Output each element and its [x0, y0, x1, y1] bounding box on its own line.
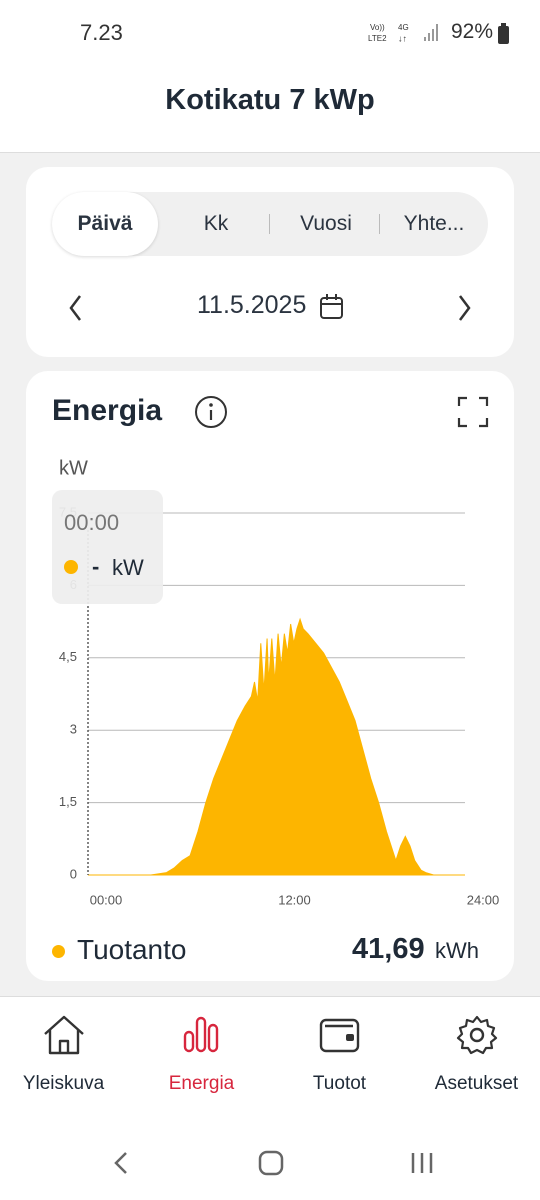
tab[interactable]: Yhte... [403, 212, 465, 235]
tab[interactable]: Päivä [77, 212, 133, 235]
tab-divider [269, 214, 270, 234]
fullscreen-icon[interactable] [457, 396, 489, 428]
svg-text:↓↑: ↓↑ [398, 33, 407, 43]
header-bg [0, 0, 540, 153]
battery-icon [498, 23, 509, 44]
nav-bar [0, 996, 540, 1200]
date-label[interactable]: 11.5.2025 [197, 291, 307, 319]
info-icon[interactable] [194, 395, 228, 429]
total-value: 41,69 [352, 933, 425, 965]
total-unit: kWh [435, 938, 479, 963]
svg-text:4G: 4G [398, 23, 409, 32]
y-axis-label: kW [59, 457, 88, 479]
page-title: Kotikatu 7 kWp [165, 84, 375, 116]
calendar-icon[interactable] [319, 293, 345, 321]
legend-label: Tuotanto [77, 934, 187, 965]
tab-bar: Päivä Kk Vuosi Yhte... [52, 192, 488, 256]
svg-text:LTE2: LTE2 [368, 34, 387, 43]
x-tick-label: 24:00 [467, 892, 500, 907]
prev-button[interactable] [66, 294, 86, 322]
nav-label[interactable]: Tuotot [312, 1073, 367, 1094]
y-tick-label: 3 [70, 722, 77, 737]
status-time: 7.23 [80, 20, 123, 45]
y-tick-label: 1,5 [59, 794, 77, 809]
y-tick-label: 0 [70, 866, 77, 881]
legend-dot [52, 945, 65, 958]
tab[interactable]: Kk [203, 212, 229, 235]
nav-icon-settings[interactable] [456, 1014, 498, 1056]
tooltip-value: - [92, 554, 100, 579]
next-button[interactable] [454, 294, 474, 322]
tab-active-bg [52, 192, 158, 256]
tooltip: 00:00 - kW [52, 490, 163, 604]
battery-level: 92% [451, 20, 494, 43]
nav-icon-wallet[interactable] [319, 1016, 361, 1054]
svg-text:Vo)): Vo)) [370, 23, 385, 32]
area [88, 617, 465, 876]
card-title: Energia [52, 394, 163, 427]
tab[interactable]: Vuosi [300, 212, 352, 235]
status-icons: Vo)) LTE2 4G↓↑ [368, 23, 438, 43]
tooltip-unit: kW [112, 555, 144, 580]
nav-label[interactable]: Yleiskuva [22, 1073, 105, 1094]
nav-label[interactable]: Energia [168, 1073, 235, 1094]
y-tick-label: 4,5 [59, 649, 77, 664]
x-tick-label: 12:00 [278, 892, 311, 907]
tab-divider [379, 214, 380, 234]
tooltip-dot [64, 560, 78, 574]
system-nav [114, 1150, 433, 1176]
nav-icon-energy[interactable] [183, 1016, 219, 1054]
tooltip-time: 00:00 [64, 510, 120, 535]
x-tick-label: 00:00 [90, 892, 123, 907]
nav-label[interactable]: Asetukset [434, 1073, 519, 1094]
nav-icon-home[interactable] [42, 1014, 86, 1056]
